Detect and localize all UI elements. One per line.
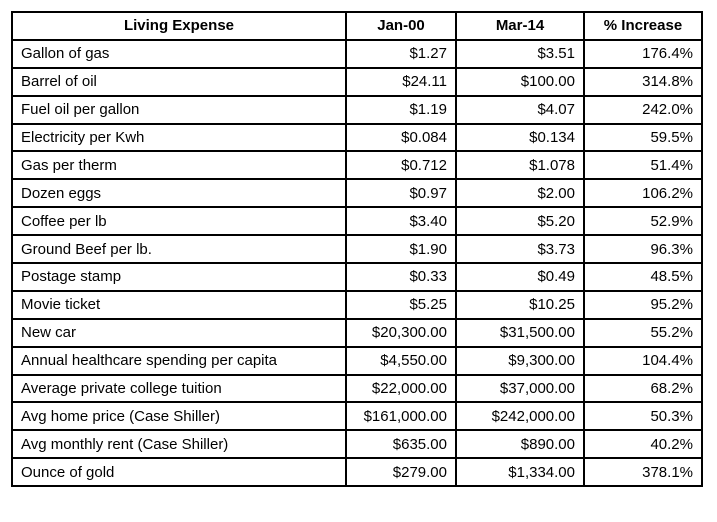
header-row: Living Expense Jan-00 Mar-14% Increase xyxy=(11,11,703,41)
table-cell: 176.4% xyxy=(583,38,703,69)
table-cell: $0.97 xyxy=(345,178,457,209)
table-cell: $10.25 xyxy=(455,289,585,320)
table-cell: 48.5% xyxy=(583,262,703,292)
header-cell: Jan-00 xyxy=(345,11,457,41)
table-row: Gas per therm $0.712 $1.078 51.4% xyxy=(11,150,703,181)
table-row: Barrel of oil $24.11 $100.00 314.8% xyxy=(11,66,703,97)
table-cell: $635.00 xyxy=(345,429,457,460)
table-row: Electricity per Kwh $0.084 $0.134 59.5% xyxy=(11,122,703,153)
table-cell: Avg monthly rent (Case Shiller) xyxy=(11,429,347,460)
table-row: Avg home price (Case Shiller) $161,000.00… xyxy=(11,401,703,432)
table-row: Ounce of gold $279.00 $1,334.00 378.1% xyxy=(11,457,703,488)
table-cell: $1.19 xyxy=(345,94,457,125)
table-row: Dozen eggs $0.97 $2.00 106.2% xyxy=(11,178,703,209)
table-cell: $279.00 xyxy=(345,457,457,488)
table-cell: $3.73 xyxy=(455,234,585,265)
table-row: Postage stamp $0.33 $0.49 48.5% xyxy=(11,262,703,292)
table-row: Ground Beef per lb. $1.90 $3.73 96.3% xyxy=(11,234,703,265)
table-cell: $3.51 xyxy=(455,38,585,69)
table-cell: 378.1% xyxy=(583,457,703,488)
table-row: New car $20,300.00 $31,500.00 55.2% xyxy=(11,317,703,348)
table-cell: $0.712 xyxy=(345,150,457,181)
header-cell: Living Expense xyxy=(11,11,347,41)
table-cell: $4,550.00 xyxy=(345,345,457,376)
table-cell: 106.2% xyxy=(583,178,703,209)
table-cell: $5.20 xyxy=(455,206,585,237)
table-cell: 52.9% xyxy=(583,206,703,237)
table-row: Fuel oil per gallon $1.19 $4.07 242.0% xyxy=(11,94,703,125)
table-row: Avg monthly rent (Case Shiller) $635.00 $8… xyxy=(11,429,703,460)
table-cell: $0.49 xyxy=(455,262,585,292)
table-cell: 96.3% xyxy=(583,234,703,265)
table-cell: Dozen eggs xyxy=(11,178,347,209)
table-cell: $31,500.00 xyxy=(455,317,585,348)
table-cell: 55.2% xyxy=(583,317,703,348)
table-cell: Gas per therm xyxy=(11,150,347,181)
table-row: Gallon of gas $1.27 $3.51 176.4% xyxy=(11,38,703,69)
table-cell: 95.2% xyxy=(583,289,703,320)
table-cell: $1,334.00 xyxy=(455,457,585,488)
table-row: Coffee per lb $3.40 $5.20 52.9% xyxy=(11,206,703,237)
table-cell: 104.4% xyxy=(583,345,703,376)
table-row: Average private college tuition $22,000.0… xyxy=(11,373,703,404)
table-cell: $0.134 xyxy=(455,122,585,153)
table-cell: $1.27 xyxy=(345,38,457,69)
table-cell: Movie ticket xyxy=(11,289,347,320)
table-cell: $0.084 xyxy=(345,122,457,153)
expense-table: Living Expense Jan-00 Mar-14% Increase Gal… xyxy=(11,11,703,488)
table-cell: $0.33 xyxy=(345,262,457,292)
table-cell: Electricity per Kwh xyxy=(11,122,347,153)
header-cell: % Increase xyxy=(583,11,703,41)
table-cell: $24.11 xyxy=(345,66,457,97)
table-cell: Avg home price (Case Shiller) xyxy=(11,401,347,432)
table-cell: $20,300.00 xyxy=(345,317,457,348)
table-cell: 314.8% xyxy=(583,66,703,97)
table-cell: Ounce of gold xyxy=(11,457,347,488)
header-cell: Mar-14 xyxy=(455,11,585,41)
table-cell: $1.90 xyxy=(345,234,457,265)
table-cell: Fuel oil per gallon xyxy=(11,94,347,125)
table-cell: $4.07 xyxy=(455,94,585,125)
table-row: Annual healthcare spending per capita $4,… xyxy=(11,345,703,376)
table-cell: $890.00 xyxy=(455,429,585,460)
table-cell: $1.078 xyxy=(455,150,585,181)
table-cell: Annual healthcare spending per capita xyxy=(11,345,347,376)
table-cell: 242.0% xyxy=(583,94,703,125)
table-cell: 51.4% xyxy=(583,150,703,181)
table-cell: 68.2% xyxy=(583,373,703,404)
table-cell: $2.00 xyxy=(455,178,585,209)
table-cell: $3.40 xyxy=(345,206,457,237)
table-cell: New car xyxy=(11,317,347,348)
table-cell: $22,000.00 xyxy=(345,373,457,404)
table-cell: $100.00 xyxy=(455,66,585,97)
table-row: Movie ticket $5.25 $10.25 95.2% xyxy=(11,289,703,320)
table-cell: $37,000.00 xyxy=(455,373,585,404)
table-cell: 50.3% xyxy=(583,401,703,432)
table-cell: Average private college tuition xyxy=(11,373,347,404)
table-cell: Ground Beef per lb. xyxy=(11,234,347,265)
table-cell: $161,000.00 xyxy=(345,401,457,432)
table-cell: 40.2% xyxy=(583,429,703,460)
table-cell: $242,000.00 xyxy=(455,401,585,432)
table-cell: 59.5% xyxy=(583,122,703,153)
table-cell: $5.25 xyxy=(345,289,457,320)
table-cell: Postage stamp xyxy=(11,262,347,292)
table-cell: Coffee per lb xyxy=(11,206,347,237)
table-cell: Gallon of gas xyxy=(11,38,347,69)
table-cell: $9,300.00 xyxy=(455,345,585,376)
table-cell: Barrel of oil xyxy=(11,66,347,97)
